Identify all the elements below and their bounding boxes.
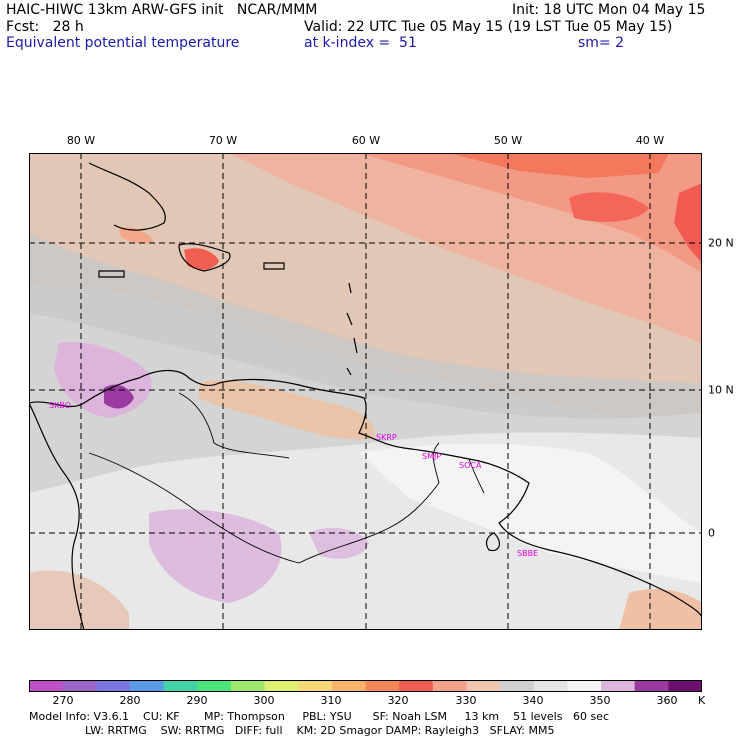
lat-label-10n: 10 N bbox=[708, 383, 734, 397]
south-america-west-coast bbox=[29, 402, 85, 630]
field-patch-amazon-east bbox=[309, 527, 369, 559]
country-border-4 bbox=[468, 458, 485, 494]
colorbar-tick-350: 350 bbox=[589, 694, 611, 707]
country-border-3 bbox=[432, 442, 440, 484]
country-border-2 bbox=[298, 482, 440, 564]
colorbar-tick-270: 270 bbox=[52, 694, 74, 707]
model-info-line2: LW: RRTMG SW: RRTMG DIFF: full KM: 2D Sm… bbox=[29, 724, 555, 737]
country-border-5 bbox=[178, 392, 290, 459]
colorbar-swatch bbox=[230, 680, 265, 692]
forecast-hour: Fcst: 28 h bbox=[6, 19, 84, 35]
field-patch-se bbox=[619, 588, 702, 630]
init-time: Init: 18 UTC Mon 04 May 15 bbox=[512, 2, 706, 18]
colorbar-swatch bbox=[634, 680, 669, 692]
puerto-rico-coast bbox=[263, 262, 285, 270]
colorbar-tick-290: 290 bbox=[186, 694, 208, 707]
cuba-coast bbox=[88, 162, 166, 231]
colorbar-swatch bbox=[298, 680, 333, 692]
station-skbo: SKBO bbox=[49, 401, 71, 410]
colorbar-tick-300: 300 bbox=[253, 694, 275, 707]
valid-time: Valid: 22 UTC Tue 05 May 15 (19 LST Tue … bbox=[304, 19, 673, 35]
field-band-330 bbox=[359, 153, 702, 273]
lon-label-40w: 40 W bbox=[635, 134, 665, 147]
lon-label-70w: 70 W bbox=[208, 134, 238, 147]
lat-label-0: 0 bbox=[708, 526, 715, 540]
field-patch-sw bbox=[29, 570, 129, 630]
colorbar-tick-360: 360 bbox=[656, 694, 678, 707]
theta-e-map: SKBO SKRP SMJP SOCA SBBE bbox=[29, 153, 702, 630]
colorbar-swatch bbox=[264, 680, 299, 692]
marajo-island-coast bbox=[485, 532, 501, 552]
field-patch-hispaniola bbox=[184, 248, 219, 270]
station-sbbe: SBBE bbox=[517, 549, 538, 558]
colorbar-units: K bbox=[698, 694, 706, 707]
map-frame bbox=[29, 153, 702, 630]
field-band-350 bbox=[29, 233, 702, 419]
vertical-level: at k-index = 51 bbox=[304, 35, 417, 51]
plot-title: HAIC-HIWC 13km ARW-GFS init NCAR/MMM bbox=[6, 2, 318, 18]
country-border-1 bbox=[88, 452, 300, 564]
lon-label-80w: 80 W bbox=[66, 134, 96, 147]
field-patch-cuba bbox=[119, 227, 154, 244]
colorbar-swatch bbox=[96, 680, 131, 692]
colorbar-swatch bbox=[365, 680, 400, 692]
lat-label-20n: 20 N bbox=[708, 236, 734, 250]
graticule bbox=[29, 153, 702, 630]
colorbar-tick-320: 320 bbox=[387, 694, 409, 707]
colorbar-swatch bbox=[432, 680, 467, 692]
colorbar-swatch bbox=[129, 680, 164, 692]
field-band-325b bbox=[569, 192, 649, 222]
colorbar-swatch bbox=[466, 680, 501, 692]
model-info-line1: Model Info: V3.6.1 CU: KF MP: Thompson P… bbox=[29, 710, 609, 723]
smoothing: sm= 2 bbox=[578, 35, 625, 51]
station-markers: SKBO SKRP SMJP SOCA SBBE bbox=[49, 401, 538, 558]
station-soca: SOCA bbox=[459, 461, 482, 470]
field-patch-venezuela bbox=[199, 380, 375, 440]
colorbar-swatch bbox=[331, 680, 366, 692]
colorbar-tick-340: 340 bbox=[522, 694, 544, 707]
hispaniola-coast bbox=[178, 243, 231, 272]
colorbar-tick-310: 310 bbox=[320, 694, 342, 707]
colorbar-swatch bbox=[197, 680, 232, 692]
station-smjp: SMJP bbox=[422, 452, 441, 461]
colorbar-tick-330: 330 bbox=[455, 694, 477, 707]
field-name: Equivalent potential temperature bbox=[6, 35, 240, 51]
lon-label-60w: 60 W bbox=[351, 134, 381, 147]
south-america-north-coast bbox=[29, 369, 702, 619]
colorbar-swatch bbox=[62, 680, 97, 692]
field-band-360 bbox=[359, 443, 702, 583]
station-skrp: SKRP bbox=[376, 433, 397, 442]
jamaica-coast bbox=[98, 270, 125, 278]
colorbar bbox=[29, 680, 702, 692]
colorbar-swatch bbox=[399, 680, 434, 692]
colorbar-swatch bbox=[163, 680, 198, 692]
colorbar-frame bbox=[29, 680, 702, 692]
coastlines bbox=[29, 162, 702, 630]
colorbar-swatch bbox=[668, 680, 702, 692]
field-patch-colombia-core bbox=[104, 384, 134, 409]
colorbar-swatch bbox=[567, 680, 602, 692]
colorbar-swatch bbox=[533, 680, 568, 692]
colorbar-tick-280: 280 bbox=[119, 694, 141, 707]
lesser-antilles-coast bbox=[346, 282, 358, 376]
colorbar-swatch bbox=[601, 680, 635, 692]
lon-label-50w: 50 W bbox=[493, 134, 523, 147]
colorbar-swatch bbox=[500, 680, 535, 692]
field-band-325a bbox=[449, 153, 669, 178]
colorbar-swatch bbox=[29, 680, 63, 692]
